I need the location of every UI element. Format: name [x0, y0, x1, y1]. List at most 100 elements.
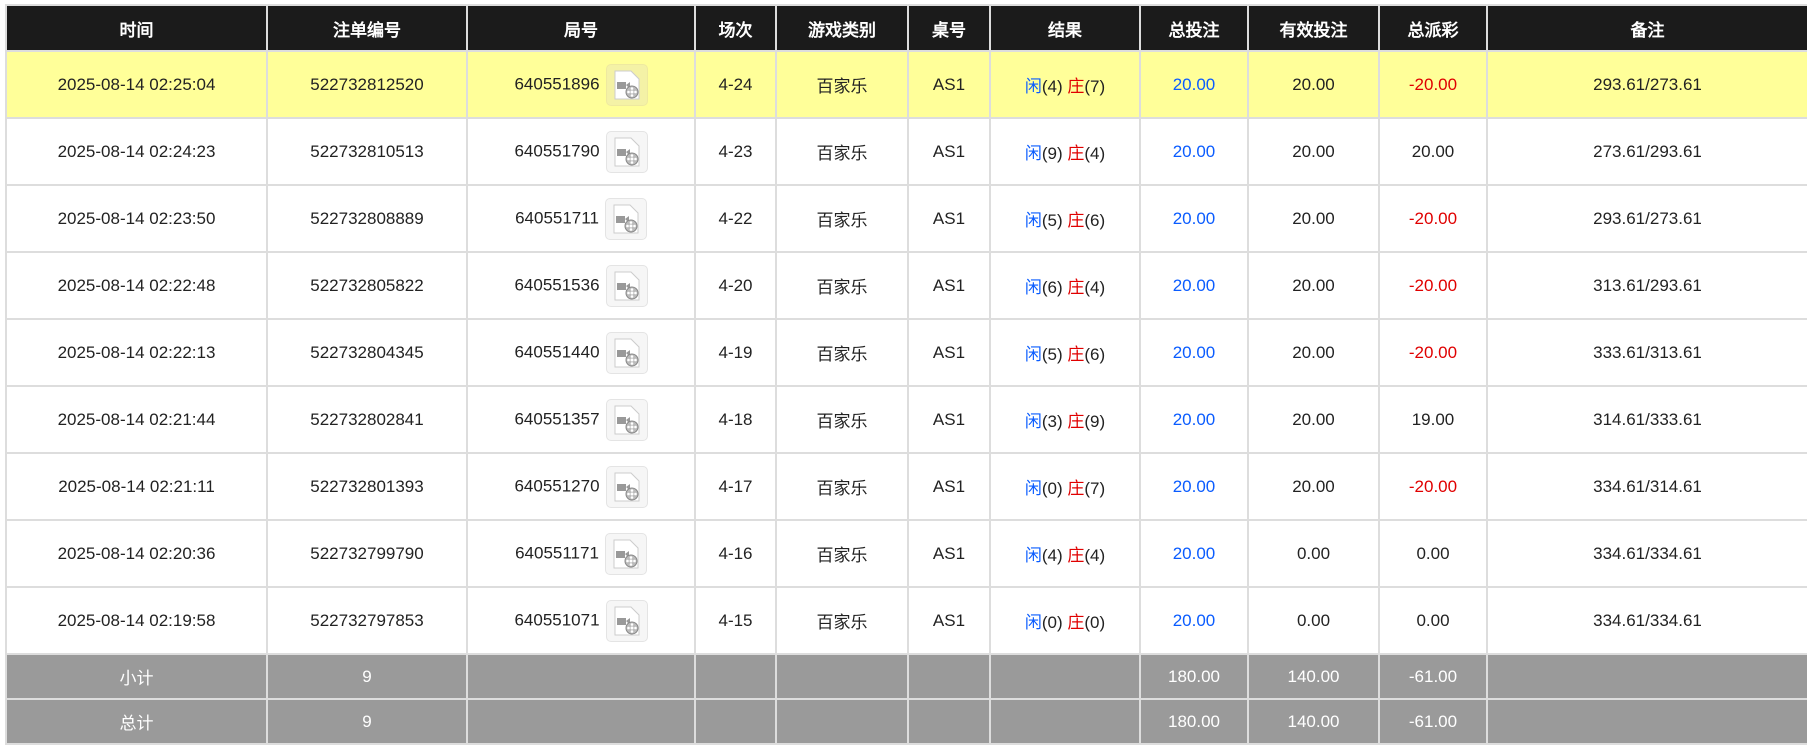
table-row: 2025-08-14 02:22:13 522732804345 6405514… [5, 318, 1807, 387]
round-cell: 640551071 [466, 586, 696, 655]
video-replay-icon[interactable] [605, 599, 648, 642]
video-replay-icon[interactable] [605, 331, 648, 374]
time-cell: 2025-08-14 02:19:58 [5, 586, 268, 655]
player-score: (4) [1041, 77, 1063, 96]
time-cell: 2025-08-14 02:21:44 [5, 385, 268, 454]
result-cell: 闲(6) 庄(4) [989, 251, 1141, 320]
bet-id-cell: 522732804345 [266, 318, 468, 387]
round-number: 640551270 [514, 475, 600, 495]
total-bet-cell: 20.00 [1139, 117, 1249, 186]
round-number: 640551357 [514, 408, 600, 428]
result-cell: 闲(4) 庄(4) [989, 519, 1141, 588]
session-cell: 4-23 [694, 117, 777, 186]
bet-id-cell: 522732812520 [266, 50, 468, 119]
player-score: (5) [1041, 211, 1063, 230]
video-replay-icon[interactable] [604, 197, 647, 240]
banker-label: 庄 [1067, 412, 1085, 431]
empty-cell [466, 653, 696, 700]
summary-valid-bet: 140.00 [1247, 653, 1380, 700]
bet-id-cell: 522732802841 [266, 385, 468, 454]
player-label: 闲 [1024, 144, 1042, 163]
empty-cell [1486, 698, 1807, 745]
player-score: (0) [1041, 613, 1063, 632]
video-replay-icon[interactable] [605, 264, 648, 307]
note-cell: 293.61/273.61 [1486, 50, 1807, 119]
session-cell: 4-18 [694, 385, 777, 454]
summary-label: 小计 [5, 653, 268, 700]
video-replay-icon[interactable] [605, 130, 648, 173]
bet-history-table: 时间 注单编号 局号 场次 游戏类别 桌号 结果 总投注 有效投注 总派彩 备注 2025-08-1… [5, 4, 1807, 745]
time-cell: 2025-08-14 02:21:11 [5, 452, 268, 521]
summary-total-bet: 180.00 [1139, 698, 1249, 745]
game-type-cell: 百家乐 [775, 385, 909, 454]
note-cell: 334.61/314.61 [1486, 452, 1807, 521]
time-cell: 2025-08-14 02:22:48 [5, 251, 268, 320]
summary-payout: -61.00 [1378, 698, 1488, 745]
game-type-cell: 百家乐 [775, 50, 909, 119]
header-total-bet: 总投注 [1139, 4, 1249, 52]
round-cell: 640551357 [466, 385, 696, 454]
summary-row: 小计 9 180.00 140.00 -61.00 [5, 653, 1807, 700]
video-replay-icon[interactable] [604, 532, 647, 575]
payout-cell: -20.00 [1378, 452, 1488, 521]
video-replay-icon[interactable] [605, 63, 648, 106]
empty-cell [775, 653, 909, 700]
table-row: 2025-08-14 02:21:11 522732801393 6405512… [5, 452, 1807, 521]
header-time: 时间 [5, 4, 268, 52]
note-cell: 333.61/313.61 [1486, 318, 1807, 387]
valid-bet-cell: 20.00 [1247, 251, 1380, 320]
session-cell: 4-17 [694, 452, 777, 521]
round-cell: 640551171 [466, 519, 696, 588]
table-row: 2025-08-14 02:19:58 522732797853 6405510… [5, 586, 1807, 655]
banker-score: (7) [1084, 77, 1106, 96]
payout-cell: -20.00 [1378, 318, 1488, 387]
table-row: 2025-08-14 02:24:23 522732810513 6405517… [5, 117, 1807, 186]
table-row: 2025-08-14 02:22:48 522732805822 6405515… [5, 251, 1807, 320]
result-cell: 闲(0) 庄(0) [989, 586, 1141, 655]
player-score: (9) [1041, 144, 1063, 163]
round-number: 640551790 [514, 140, 600, 160]
result-cell: 闲(4) 庄(7) [989, 50, 1141, 119]
banker-score: (6) [1084, 345, 1106, 364]
header-game-type: 游戏类别 [775, 4, 909, 52]
player-label: 闲 [1024, 278, 1042, 297]
payout-cell: -20.00 [1378, 50, 1488, 119]
valid-bet-cell: 20.00 [1247, 117, 1380, 186]
player-score: (6) [1041, 278, 1063, 297]
video-replay-icon[interactable] [605, 398, 648, 441]
session-cell: 4-15 [694, 586, 777, 655]
summary-row: 总计 9 180.00 140.00 -61.00 [5, 698, 1807, 745]
round-cell: 640551536 [466, 251, 696, 320]
round-cell: 640551711 [466, 184, 696, 253]
round-number: 640551536 [514, 274, 600, 294]
table-row: 2025-08-14 02:25:04 522732812520 6405518… [5, 50, 1807, 119]
note-cell: 313.61/293.61 [1486, 251, 1807, 320]
valid-bet-cell: 20.00 [1247, 50, 1380, 119]
game-type-cell: 百家乐 [775, 586, 909, 655]
header-payout: 总派彩 [1378, 4, 1488, 52]
table-no-cell: AS1 [907, 519, 991, 588]
player-score: (5) [1041, 345, 1063, 364]
payout-cell: 19.00 [1378, 385, 1488, 454]
empty-cell [466, 698, 696, 745]
result-cell: 闲(5) 庄(6) [989, 184, 1141, 253]
payout-cell: 0.00 [1378, 586, 1488, 655]
time-cell: 2025-08-14 02:25:04 [5, 50, 268, 119]
payout-cell: -20.00 [1378, 251, 1488, 320]
summary-payout: -61.00 [1378, 653, 1488, 700]
time-cell: 2025-08-14 02:20:36 [5, 519, 268, 588]
table-row: 2025-08-14 02:20:36 522732799790 6405511… [5, 519, 1807, 588]
video-replay-icon[interactable] [605, 465, 648, 508]
note-cell: 293.61/273.61 [1486, 184, 1807, 253]
note-cell: 334.61/334.61 [1486, 519, 1807, 588]
player-score: (0) [1041, 479, 1063, 498]
valid-bet-cell: 20.00 [1247, 184, 1380, 253]
valid-bet-cell: 20.00 [1247, 385, 1380, 454]
header-session: 场次 [694, 4, 777, 52]
banker-score: (4) [1084, 546, 1106, 565]
banker-label: 庄 [1067, 144, 1085, 163]
player-label: 闲 [1024, 479, 1042, 498]
game-type-cell: 百家乐 [775, 251, 909, 320]
result-cell: 闲(5) 庄(6) [989, 318, 1141, 387]
total-bet-cell: 20.00 [1139, 385, 1249, 454]
